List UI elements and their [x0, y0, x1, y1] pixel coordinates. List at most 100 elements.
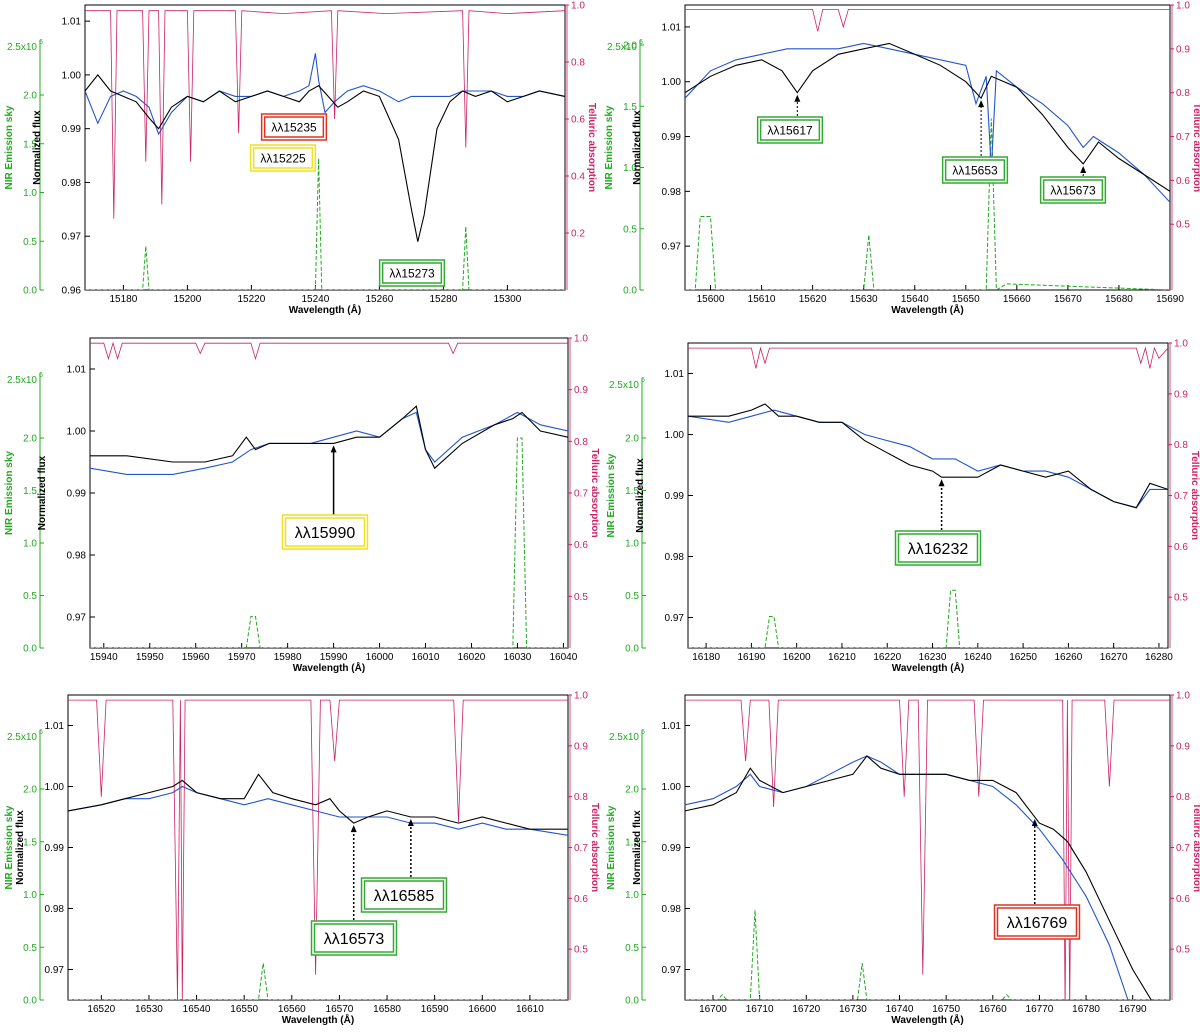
x-tick-label: 16180 [692, 652, 720, 663]
x-tick-label: 15950 [136, 652, 164, 663]
flux-tick-label: 0.98 [67, 551, 87, 562]
x-tick-label: 16600 [468, 1004, 496, 1015]
series-observed [85, 74, 565, 242]
sky-tick-label: 1.0 [23, 539, 37, 550]
annotation-label: λλ15235 [271, 120, 317, 134]
x-tick-label: 16520 [87, 1004, 115, 1015]
flux-tick-label: 0.96 [62, 286, 82, 297]
sky-tick-label: 2.0 [625, 785, 639, 796]
x-tick-label: 15960 [182, 652, 210, 663]
flux-tick-label: 1.01 [665, 369, 685, 380]
flux-tick-label: 1.00 [45, 782, 65, 793]
x-tick-label: 16040 [549, 652, 577, 663]
annotation-arrowhead [350, 825, 357, 833]
flux-axis-title: Normalized flux [15, 810, 26, 885]
panel-top-left: 0.0 0.5 1.0 1.5 2.0 2.5x10 6 NIR Emission sky 0.… [4, 1, 597, 317]
annotation-label: λλ15273 [389, 266, 435, 280]
flux-tick-label: 0.98 [45, 904, 65, 915]
annotation-box-inner [996, 907, 1078, 937]
annotation-box-inner [252, 147, 314, 169]
x-tick-label: 16580 [373, 1004, 401, 1015]
telluric-tick-label: 0.8 [1176, 88, 1190, 99]
telluric-tick-label: 0.7 [1174, 491, 1188, 502]
sky-axis-title: NIR Emission sky [4, 105, 15, 189]
series-observed [688, 403, 1168, 509]
sky-tick-label: 1.0 [623, 163, 637, 174]
flux-axis-title: Normalized flux [632, 810, 643, 885]
x-tick-label: 15970 [228, 652, 256, 663]
telluric-axis-title: Telluric absorption [589, 448, 600, 537]
x-tick-label: 16270 [1100, 652, 1128, 663]
telluric-tick-label: 0.8 [574, 437, 588, 448]
telluric-axis-title: Telluric absorption [586, 103, 597, 192]
telluric-tick-label: 1.0 [1176, 691, 1190, 702]
x-tick-label: 15220 [237, 294, 265, 305]
flux-tick-label: 1.00 [662, 77, 682, 88]
x-axis-title: Wavelength (Å) [891, 1013, 963, 1026]
series-telluric [688, 346, 1168, 369]
flux-tick-label: 1.00 [665, 430, 685, 441]
x-tick-label: 16590 [421, 1004, 449, 1015]
x-tick-label: 15650 [952, 294, 980, 305]
flux-tick-label: 0.98 [662, 904, 682, 915]
sky-tick-label: 2.0 [623, 41, 637, 52]
telluric-tick-label: 0.9 [574, 741, 588, 752]
telluric-tick-label: 0.9 [1176, 741, 1190, 752]
x-tick-label: 15200 [173, 294, 201, 305]
telluric-tick-label: 0.8 [574, 792, 588, 803]
plot-frame [687, 342, 1169, 649]
telluric-tick-label: 1.0 [1174, 339, 1188, 350]
x-tick-label: 16720 [792, 1004, 820, 1015]
sky-tick-label: 1.5 [623, 102, 637, 113]
flux-tick-label: 1.00 [662, 782, 682, 793]
flux-tick-label: 1.01 [62, 17, 82, 28]
sky-unit-exponent: 6 [641, 377, 645, 384]
x-tick-label: 15620 [799, 294, 827, 305]
x-tick-label: 16730 [839, 1004, 867, 1015]
sky-tick-label: 0.5 [625, 591, 639, 602]
panel-bottom-left: 0.0 0.5 1.0 1.5 2.0 2.5x10 6 NIR Emission sky 0.… [4, 691, 600, 1027]
sky-tick-label: 1.5 [625, 837, 639, 848]
sky-tick-label: 0.0 [625, 644, 639, 655]
telluric-tick-label: 0.7 [574, 489, 588, 500]
flux-tick-label: 0.97 [665, 613, 685, 624]
telluric-tick-label: 0.6 [574, 894, 588, 905]
sky-axis-title: NIR Emission sky [604, 105, 615, 189]
sky-tick-label: 0.5 [23, 943, 37, 954]
flux-tick-label: 1.01 [45, 721, 65, 732]
sky-tick-label: 0.5 [625, 943, 639, 954]
telluric-axis-title: Telluric absorption [1189, 451, 1200, 540]
telluric-tick-label: 0.7 [574, 843, 588, 854]
sky-tick-label: 0.0 [23, 996, 37, 1007]
sky-unit-label: 2.5x10 [7, 375, 37, 386]
flux-tick-label: 0.97 [662, 242, 682, 253]
flux-tick-label: 1.01 [662, 721, 682, 732]
annotation-box-inner [381, 262, 443, 284]
telluric-tick-label: 0.6 [574, 540, 588, 551]
sky-tick-label: 2.0 [625, 434, 639, 445]
flux-tick-label: 0.99 [62, 124, 82, 135]
x-tick-label: 16560 [278, 1004, 306, 1015]
x-tick-label: 16700 [699, 1004, 727, 1015]
x-tick-label: 16210 [828, 652, 856, 663]
sky-tick-label: 1.5 [23, 837, 37, 848]
flux-tick-label: 1.01 [67, 365, 87, 376]
sky-unit-exponent: 6 [39, 39, 43, 46]
telluric-tick-label: 0.9 [574, 385, 588, 396]
x-tick-label: 16260 [1054, 652, 1082, 663]
sky-axis-title: NIR Emission sky [606, 805, 617, 889]
telluric-tick-label: 0.6 [571, 115, 585, 126]
telluric-tick-label: 0.6 [1174, 542, 1188, 553]
telluric-tick-label: 0.8 [1174, 440, 1188, 451]
flux-axis-title: Normalized flux [37, 455, 48, 530]
panel-middle-left: 0.0 0.5 1.0 1.5 2.0 2.5x10 6 NIR Emission sky 0.… [4, 334, 600, 675]
sky-tick-label: 1.5 [625, 486, 639, 497]
panel-bottom-right: 0.0 0.5 1.0 1.5 2.0 2.5x10 6 NIR Emission sky 0.… [606, 691, 1200, 1027]
x-tick-label: 15690 [1156, 294, 1184, 305]
series-telluric [90, 341, 568, 361]
x-tick-label: 16570 [326, 1004, 354, 1015]
x-tick-label: 16540 [183, 1004, 211, 1015]
x-tick-label: 16280 [1145, 652, 1173, 663]
sky-tick-label: 0.0 [623, 286, 637, 297]
